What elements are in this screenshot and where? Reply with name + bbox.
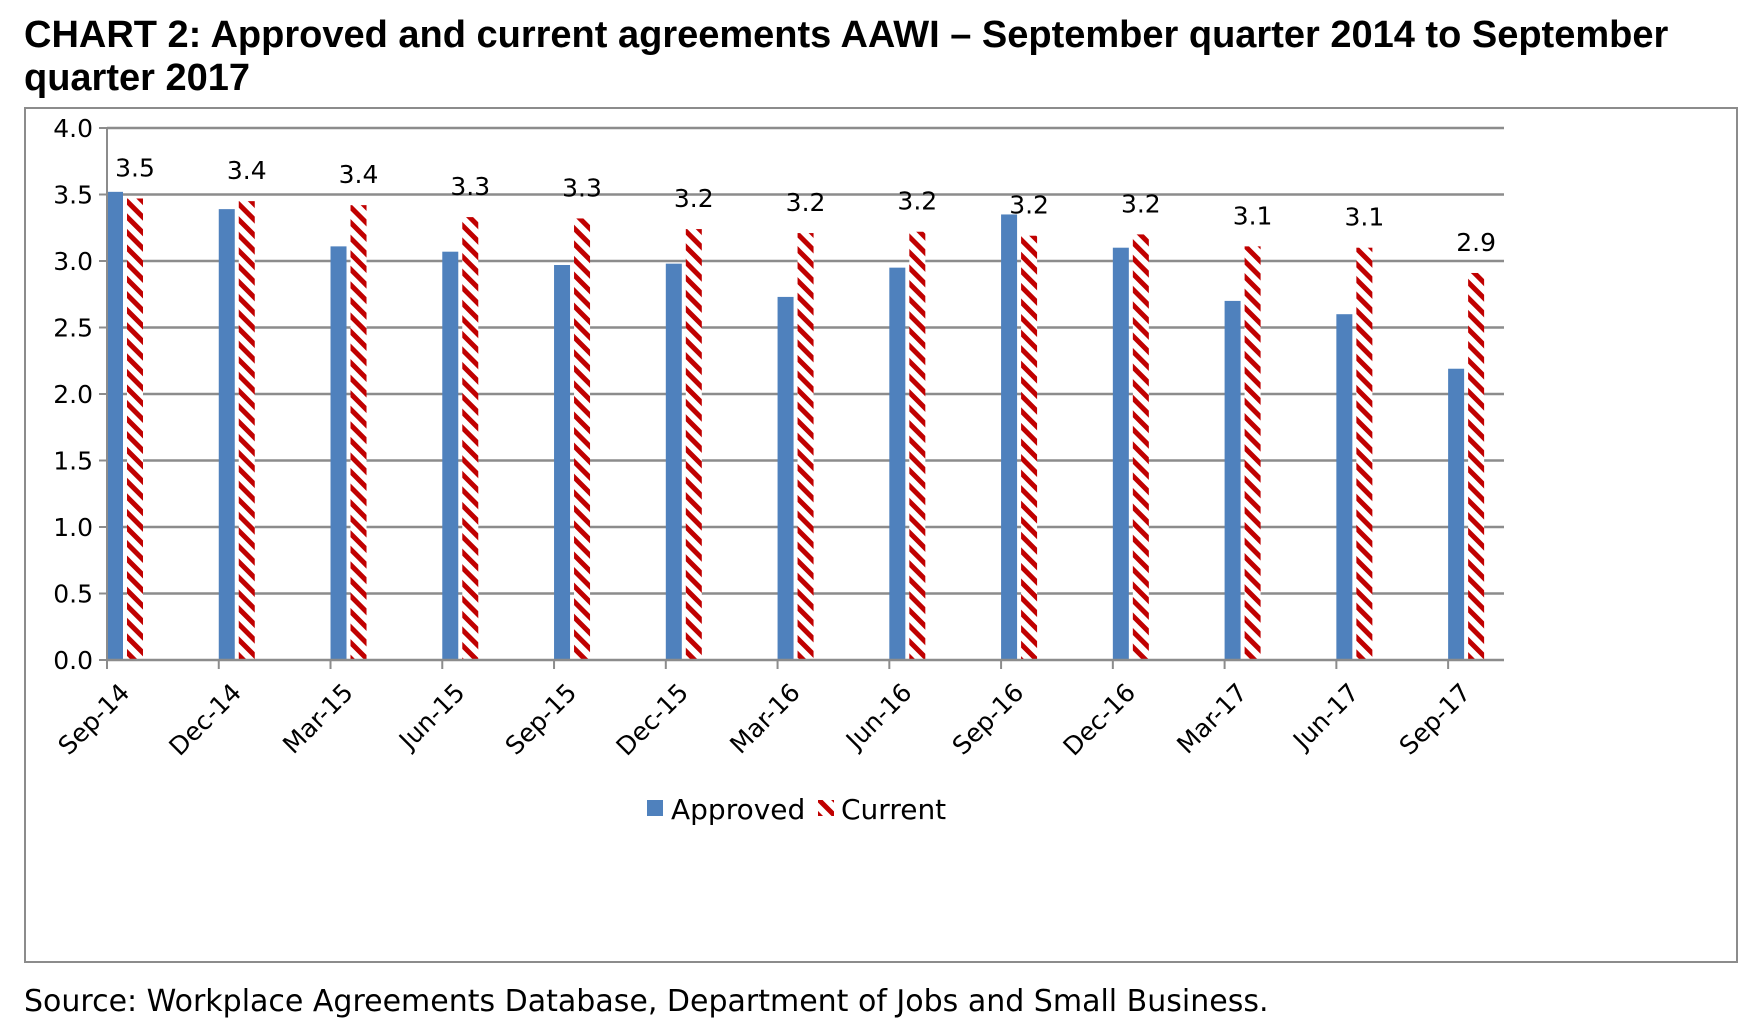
- bar-current: [909, 231, 926, 661]
- bar-current: [462, 217, 479, 661]
- x-tick-label: Mar-17: [1171, 678, 1253, 760]
- bar-current: [1244, 246, 1261, 660]
- bar-current: [1356, 247, 1373, 660]
- chart-frame: [24, 107, 1738, 963]
- bar-current: [797, 233, 814, 660]
- legend-swatch-current: [818, 800, 834, 816]
- bar-current: [1021, 235, 1038, 661]
- y-tick-label: 2.5: [53, 314, 93, 343]
- y-tick-label: 3.5: [53, 181, 93, 210]
- bar-approved: [218, 209, 235, 660]
- data-label-current: 3.1: [1233, 201, 1273, 230]
- chart-title: CHART 2: Approved and current agreements…: [24, 14, 1669, 99]
- x-tick-label: Mar-15: [277, 678, 359, 760]
- bar-current: [350, 205, 367, 660]
- x-tick-label: Dec-16: [1057, 678, 1141, 762]
- bar-approved: [107, 191, 123, 660]
- x-tick-label: Mar-16: [724, 678, 806, 760]
- data-label-current: 3.2: [1009, 191, 1049, 220]
- legend-swatch-approved: [647, 800, 663, 816]
- legend-label-approved: Approved: [671, 793, 805, 826]
- bar-current: [127, 198, 143, 661]
- bar-approved: [442, 251, 459, 660]
- data-label-current: 3.1: [1344, 203, 1384, 232]
- y-tick-label: 2.0: [53, 380, 93, 409]
- legend-label-current: Current: [841, 793, 946, 826]
- bar-current: [574, 218, 591, 660]
- bar-approved: [554, 264, 571, 660]
- x-tick-label: Jun-15: [392, 678, 470, 756]
- bar-current: [238, 201, 255, 660]
- x-tick-label: Dec-15: [610, 678, 694, 762]
- source-note: Source: Workplace Agreements Database, D…: [24, 984, 1269, 1019]
- y-tick-label: 1.5: [53, 447, 93, 476]
- data-label-current: 3.3: [450, 172, 490, 201]
- bars: [107, 191, 1485, 661]
- data-label-current: 3.3: [562, 173, 602, 202]
- x-tick-label: Sep-16: [947, 678, 1030, 761]
- bar-approved: [330, 246, 347, 660]
- y-tick-label: 4.0: [53, 114, 93, 143]
- bar-approved: [1336, 314, 1353, 660]
- legend: Approved Current: [647, 793, 946, 826]
- x-tick-label: Sep-17: [1394, 678, 1477, 761]
- bar-approved: [665, 263, 682, 660]
- y-tick-label: 1.0: [53, 513, 93, 542]
- bar-approved: [1001, 214, 1018, 660]
- data-label-current: 3.2: [1121, 189, 1161, 218]
- bar-approved: [1112, 247, 1129, 660]
- bar-current: [685, 229, 702, 660]
- y-tick-label: 3.0: [53, 247, 93, 276]
- data-label-current: 3.5: [115, 153, 155, 182]
- data-label-current: 2.9: [1456, 228, 1496, 257]
- y-tick-label: 0.0: [53, 646, 93, 675]
- labels: 3.5 3.4 3.4 3.3 3.3 3.2 3.2 3.2 3.2 3.2 3.1 3.1 2.9: [115, 153, 1496, 256]
- bar-current: [1132, 234, 1149, 660]
- data-label-current: 3.2: [897, 187, 937, 216]
- data-label-current: 3.2: [786, 188, 826, 217]
- bar-approved: [1448, 368, 1465, 660]
- data-label-current: 3.2: [674, 184, 714, 213]
- bar-approved: [777, 296, 794, 660]
- data-label-current: 3.4: [339, 160, 379, 189]
- y-tick-label: 0.5: [53, 580, 93, 609]
- x-tick-label: Sep-14: [53, 678, 136, 761]
- bar-approved: [1224, 300, 1241, 660]
- x-tick-label: Sep-15: [500, 678, 583, 761]
- bar-approved: [889, 267, 906, 660]
- x-tick-label: Dec-14: [163, 678, 247, 762]
- x-tick-label: Jun-17: [1286, 678, 1364, 756]
- x-tick-label: Jun-16: [839, 678, 917, 756]
- bar-current: [1468, 272, 1485, 660]
- data-label-current: 3.4: [227, 156, 267, 185]
